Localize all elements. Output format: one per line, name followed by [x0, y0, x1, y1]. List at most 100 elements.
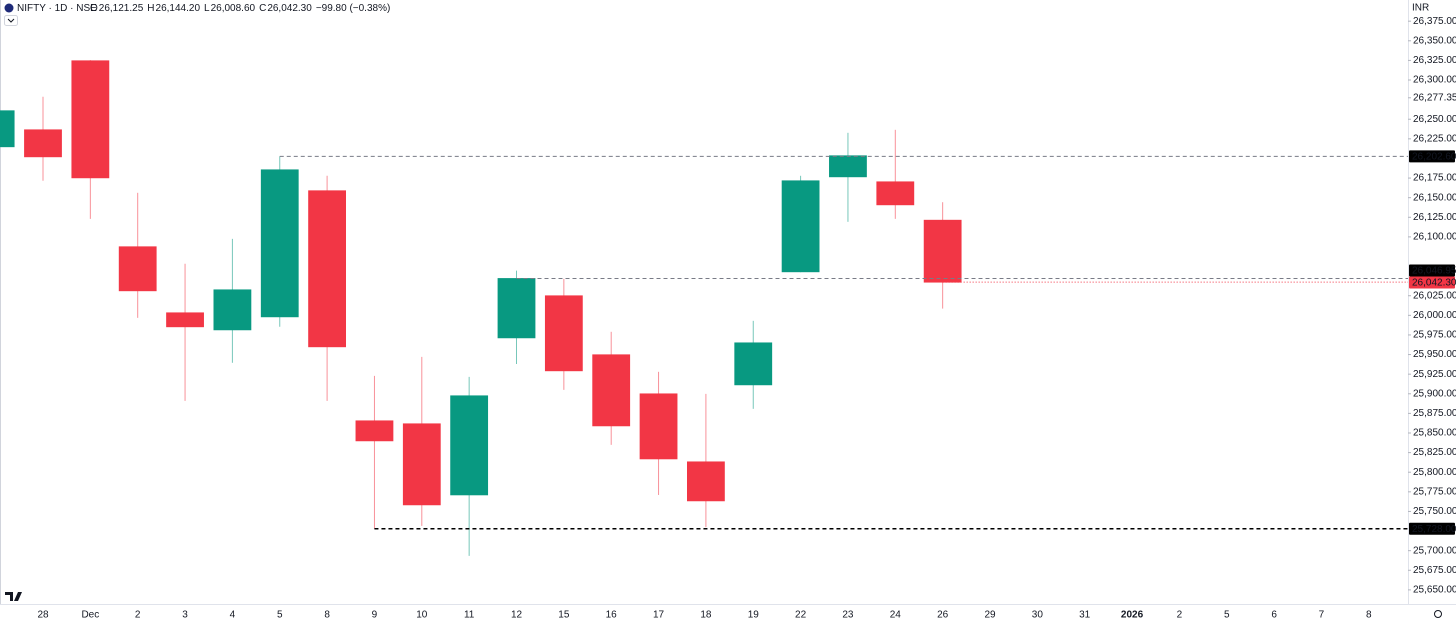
y-tick-label: 26,150.00 — [1413, 192, 1456, 203]
x-tick-label: 9 — [372, 610, 378, 621]
x-tick-label: 17 — [653, 610, 665, 621]
symbol-icon — [4, 3, 14, 13]
x-tick-label: 23 — [842, 610, 854, 621]
candle-body — [24, 129, 62, 158]
y-tick-label: 26,125.00 — [1413, 212, 1456, 223]
x-tick-label: 30 — [1032, 610, 1044, 621]
ohlc-value: 26,042.30 — [267, 3, 312, 14]
x-tick-label: 19 — [748, 610, 760, 621]
candle-body — [734, 342, 773, 386]
ohlc-value: 26,121.25 — [99, 3, 144, 14]
x-tick-label: 15 — [558, 610, 570, 621]
ohlc-value: 26,144.20 — [156, 3, 201, 14]
candle-body — [639, 393, 678, 460]
x-tick-label: 18 — [700, 610, 712, 621]
candle-body — [592, 354, 631, 427]
candle-body — [213, 289, 252, 331]
y-tick-label: 26,277.35 — [1413, 92, 1456, 103]
y-tick-label: 25,650.00 — [1413, 585, 1456, 596]
y-tick-label: 25,675.00 — [1413, 565, 1456, 576]
candle-body — [497, 278, 536, 339]
x-tick-label: 2 — [1177, 610, 1183, 621]
candle-body — [260, 169, 299, 318]
chevron-icon — [7, 18, 15, 23]
x-tick-label: 22 — [795, 610, 807, 621]
y-tick-label: 25,950.00 — [1413, 349, 1456, 360]
candle-body — [781, 180, 820, 273]
price-label: 26,042.30 — [1412, 278, 1456, 289]
y-tick-label: 26,250.00 — [1413, 114, 1456, 125]
y-tick-label: 26,325.00 — [1413, 55, 1456, 66]
ohlc-value: 26,008.60 — [211, 3, 256, 14]
y-tick-label: 25,825.00 — [1413, 447, 1456, 458]
y-tick-label: 25,700.00 — [1413, 545, 1456, 556]
candle-body — [0, 110, 15, 148]
price-label: 26,202.60 — [1412, 152, 1456, 163]
collapse-button[interactable] — [4, 15, 18, 26]
x-tick-label: 10 — [416, 610, 428, 621]
y-tick-label: 26,225.00 — [1413, 133, 1456, 144]
settings-icon[interactable] — [1434, 610, 1442, 618]
x-tick-label: 2 — [135, 610, 141, 621]
candle-body — [876, 181, 915, 206]
ohlc-key: L — [204, 3, 210, 14]
logo-shape — [5, 592, 22, 601]
x-tick-label: 5 — [1224, 610, 1230, 621]
candle-body — [450, 395, 489, 496]
x-tick-label: 4 — [230, 610, 236, 621]
y-tick-label: 26,300.00 — [1413, 75, 1456, 86]
price-label: 25,728.00 — [1412, 524, 1456, 535]
y-tick-label: 25,925.00 — [1413, 369, 1456, 380]
candle-body — [166, 312, 204, 328]
candle-body — [308, 190, 347, 348]
change: −99.80 (−0.38%) — [316, 3, 391, 14]
x-tick-label: 26 — [937, 610, 949, 621]
y-tick-label: 26,375.00 — [1413, 16, 1456, 27]
ohlc-key: O — [90, 3, 98, 14]
y-tick-label: 26,350.00 — [1413, 35, 1456, 46]
candle-body — [544, 295, 583, 372]
candle-body — [687, 461, 725, 502]
price-label-box — [1409, 150, 1455, 163]
y-tick-label: 26,000.00 — [1413, 310, 1456, 321]
candle-body — [829, 155, 867, 178]
x-tick-label: 11 — [464, 610, 475, 621]
y-tick-label: 26,175.00 — [1413, 173, 1456, 184]
y-tick-label: 25,775.00 — [1413, 486, 1456, 497]
x-tick-label: 8 — [324, 610, 330, 621]
y-tick-label: 26,100.00 — [1413, 232, 1456, 243]
x-tick-label: 7 — [1319, 610, 1325, 621]
y-tick-label: 25,750.00 — [1413, 506, 1456, 517]
x-tick-label: 29 — [984, 610, 996, 621]
y-tick-label: 25,975.00 — [1413, 330, 1456, 341]
price-label: 26,046.95 — [1412, 266, 1456, 277]
x-tick-label: Dec — [81, 610, 99, 621]
symbol-title[interactable]: NIFTY · 1D · NSE — [17, 3, 97, 14]
candle-body — [923, 219, 962, 283]
x-tick-label: 12 — [511, 610, 523, 621]
x-tick-label: 8 — [1366, 610, 1372, 621]
candle-body — [355, 420, 394, 442]
y-tick-label: 25,875.00 — [1413, 408, 1456, 419]
candle-body — [118, 246, 157, 292]
x-tick-label: 2026 — [1121, 610, 1144, 621]
x-tick-label: 28 — [37, 610, 49, 621]
price-label-box — [1409, 264, 1455, 277]
candle-body — [71, 60, 110, 179]
y-tick-label: 25,850.00 — [1413, 428, 1456, 439]
x-tick-label: 24 — [890, 610, 902, 621]
x-tick-label: 3 — [182, 610, 188, 621]
ohlc-legend: O 26,121.25 H 26,144.20 L 26,008.60 C 26,042.30… — [90, 3, 390, 14]
tv-logo[interactable] — [5, 592, 22, 601]
x-tick-label: 6 — [1271, 610, 1277, 621]
y-tick-label: 25,900.00 — [1413, 388, 1456, 399]
x-tick-label: 31 — [1079, 610, 1091, 621]
candle-body — [402, 423, 441, 506]
x-tick-label: 16 — [606, 610, 618, 621]
price-label-box — [1409, 522, 1455, 535]
y-tick-label: 26,025.00 — [1413, 290, 1456, 301]
x-tick-label: 5 — [277, 610, 283, 621]
currency[interactable]: INR — [1412, 3, 1429, 14]
ohlc-key: H — [147, 3, 154, 14]
